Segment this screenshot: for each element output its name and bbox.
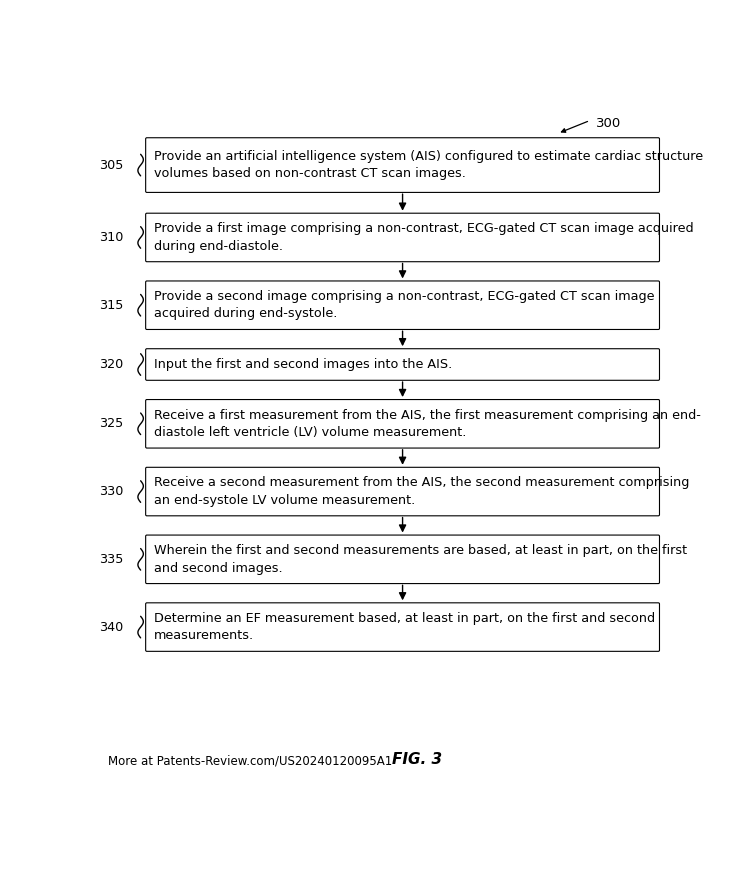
FancyBboxPatch shape <box>145 281 660 329</box>
Text: 330: 330 <box>99 485 123 498</box>
FancyBboxPatch shape <box>145 603 660 651</box>
Text: Input the first and second images into the AIS.: Input the first and second images into t… <box>154 358 452 371</box>
Text: Provide a second image comprising a non-contrast, ECG-gated CT scan image
acquir: Provide a second image comprising a non-… <box>154 290 654 321</box>
Text: Receive a second measurement from the AIS, the second measurement comprising
an : Receive a second measurement from the AI… <box>154 476 689 507</box>
Text: 300: 300 <box>596 117 621 131</box>
Text: Wherein the first and second measurements are based, at least in part, on the fi: Wherein the first and second measurement… <box>154 544 687 575</box>
Text: Receive a first measurement from the AIS, the first measurement comprising an en: Receive a first measurement from the AIS… <box>154 408 701 439</box>
Text: Provide a first image comprising a non-contrast, ECG-gated CT scan image acquire: Provide a first image comprising a non-c… <box>154 222 694 253</box>
Text: 335: 335 <box>99 553 123 566</box>
FancyBboxPatch shape <box>145 138 660 193</box>
Text: More at Patents-Review.com/US20240120095A1: More at Patents-Review.com/US20240120095… <box>108 754 392 767</box>
Text: FIG. 3: FIG. 3 <box>392 752 443 767</box>
Text: 325: 325 <box>99 417 123 431</box>
Text: 320: 320 <box>99 358 123 371</box>
FancyBboxPatch shape <box>145 349 660 380</box>
Text: 340: 340 <box>99 621 123 633</box>
FancyBboxPatch shape <box>145 400 660 448</box>
Text: 305: 305 <box>99 159 123 171</box>
FancyBboxPatch shape <box>145 467 660 516</box>
Text: 315: 315 <box>99 298 123 312</box>
Text: Determine an EF measurement based, at least in part, on the first and second
mea: Determine an EF measurement based, at le… <box>154 612 655 642</box>
Text: Provide an artificial intelligence system (AIS) configured to estimate cardiac s: Provide an artificial intelligence syste… <box>154 150 703 180</box>
FancyBboxPatch shape <box>145 535 660 583</box>
FancyBboxPatch shape <box>145 213 660 262</box>
Text: 310: 310 <box>99 231 123 244</box>
